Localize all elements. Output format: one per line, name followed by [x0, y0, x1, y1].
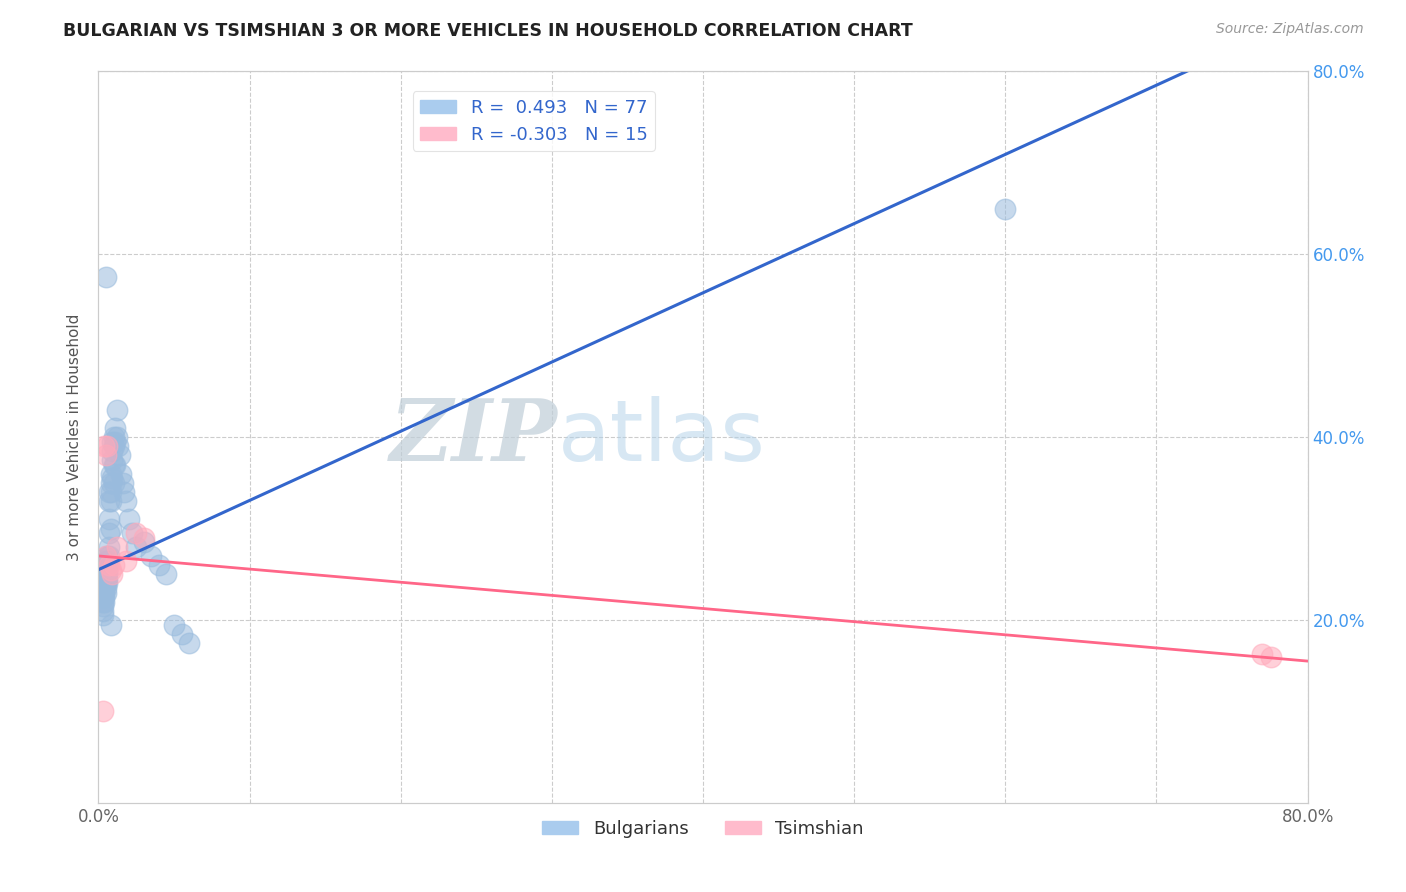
Point: [104, 458, 127, 472]
Point: [105, 540, 128, 554]
Point: [108, 448, 131, 462]
Point: [93, 581, 115, 595]
Point: [93, 558, 115, 573]
Point: [94, 567, 117, 582]
Point: [100, 467, 122, 481]
Text: atlas: atlas: [558, 395, 766, 479]
Point: [94, 572, 117, 586]
Point: [994, 202, 1017, 216]
Point: [94, 563, 117, 577]
Text: ZIP: ZIP: [389, 395, 558, 479]
Point: [107, 439, 129, 453]
Point: [91, 604, 114, 618]
Point: [94, 553, 117, 567]
Point: [91, 705, 114, 719]
Point: [100, 617, 122, 632]
Point: [98, 494, 121, 508]
Point: [104, 434, 127, 449]
Y-axis label: 3 or more Vehicles in Household: 3 or more Vehicles in Household: [67, 313, 83, 561]
Point: [110, 467, 132, 481]
Point: [96, 567, 118, 582]
Legend: Bulgarians, Tsimshian: Bulgarians, Tsimshian: [536, 813, 870, 845]
Point: [94, 448, 117, 462]
Point: [101, 434, 124, 449]
Point: [105, 402, 128, 417]
Point: [91, 585, 114, 599]
Point: [101, 443, 124, 458]
Point: [91, 608, 114, 623]
Point: [96, 549, 118, 563]
Point: [98, 549, 121, 563]
Point: [94, 270, 117, 285]
Point: [100, 494, 122, 508]
Point: [100, 563, 122, 577]
Point: [103, 439, 125, 453]
Point: [96, 553, 118, 567]
Point: [103, 458, 125, 472]
Point: [93, 567, 115, 582]
Point: [93, 439, 115, 453]
Point: [114, 553, 136, 567]
Point: [91, 581, 114, 595]
Point: [111, 475, 134, 490]
Point: [93, 576, 115, 591]
Point: [141, 549, 163, 563]
Point: [98, 540, 121, 554]
Point: [98, 485, 121, 500]
Point: [93, 585, 115, 599]
Point: [90, 567, 112, 582]
Point: [103, 558, 125, 573]
Point: [96, 439, 118, 453]
Point: [94, 585, 117, 599]
Point: [93, 590, 115, 604]
Point: [121, 526, 143, 541]
Point: [101, 453, 124, 467]
Point: [94, 576, 117, 591]
Point: [91, 594, 114, 608]
Point: [179, 636, 201, 650]
Point: [96, 558, 118, 573]
Text: BULGARIAN VS TSIMSHIAN 3 OR MORE VEHICLES IN HOUSEHOLD CORRELATION CHART: BULGARIAN VS TSIMSHIAN 3 OR MORE VEHICLE…: [63, 22, 912, 40]
Point: [163, 617, 186, 632]
Point: [94, 558, 117, 573]
Point: [112, 485, 135, 500]
Point: [91, 599, 114, 614]
Point: [105, 430, 128, 444]
Point: [91, 590, 114, 604]
Point: [132, 535, 155, 549]
Point: [93, 594, 115, 608]
Point: [91, 572, 114, 586]
Point: [114, 494, 136, 508]
Point: [96, 563, 118, 577]
Point: [103, 430, 125, 444]
Point: [170, 626, 193, 640]
Point: [125, 526, 148, 541]
Point: [96, 572, 118, 586]
Point: [1260, 649, 1282, 664]
Point: [1251, 647, 1274, 661]
Point: [101, 471, 124, 485]
Point: [101, 567, 124, 582]
Point: [93, 563, 115, 577]
Point: [98, 526, 121, 541]
Point: [103, 475, 125, 490]
Point: [94, 549, 117, 563]
Point: [118, 512, 141, 526]
Point: [93, 572, 115, 586]
Point: [132, 531, 155, 545]
Point: [98, 512, 121, 526]
Point: [98, 558, 121, 573]
Point: [148, 558, 170, 573]
Point: [96, 576, 118, 591]
Point: [91, 576, 114, 591]
Point: [100, 521, 122, 535]
Text: Source: ZipAtlas.com: Source: ZipAtlas.com: [1216, 22, 1364, 37]
Point: [100, 485, 122, 500]
Point: [100, 475, 122, 490]
Point: [155, 567, 177, 582]
Point: [94, 581, 117, 595]
Point: [104, 421, 127, 435]
Point: [125, 540, 148, 554]
